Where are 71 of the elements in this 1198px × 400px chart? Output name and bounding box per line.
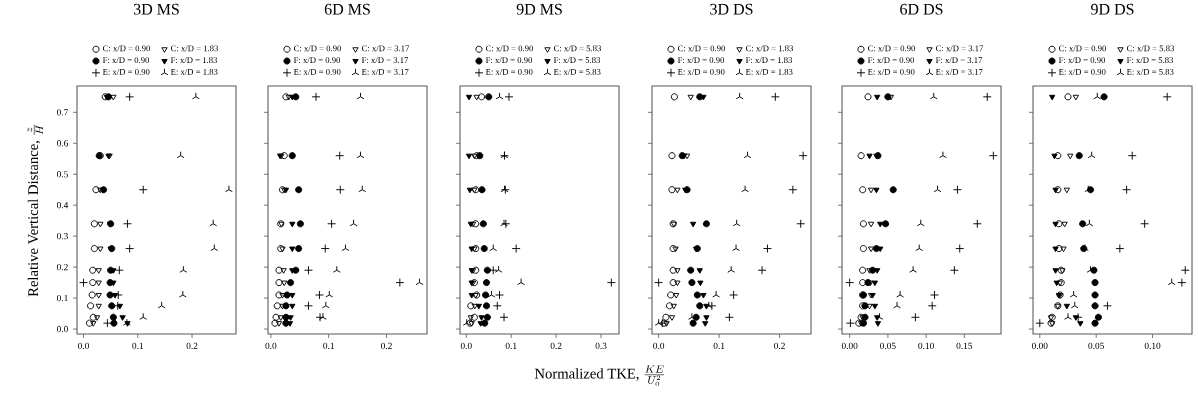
x-tick-label: 0.2 <box>186 342 198 350</box>
legend-label: C: x/D = 0.90 <box>867 45 916 52</box>
legend-label: F: x/D = 0.90 <box>102 57 150 64</box>
x-axis-title: $\text{Normalized TKE, }\frac{KE}{U_0^2}$ <box>534 365 664 387</box>
x-tick-label: 0.2 <box>550 342 562 350</box>
legend-label: C: x/D = 5.83 <box>553 45 602 52</box>
legend-label: F: x/D = 5.83 <box>1126 57 1174 64</box>
chart-title: 9D MS <box>516 3 562 15</box>
legend-label: C: x/D = 3.17 <box>361 45 410 52</box>
legend-label: E: x/D = 0.90 <box>293 68 341 75</box>
y-tick-label: 0.7 <box>56 109 69 116</box>
legend-label: C: x/D = 0.90 <box>102 45 151 52</box>
legend-label: F: x/D = 1.83 <box>170 57 218 64</box>
y-tick-label: 0.6 <box>56 140 69 147</box>
x-tick-label: 0.10 <box>918 342 934 350</box>
legend-label: F: x/D = 0.90 <box>293 57 341 64</box>
x-tick-label: 0.1 <box>713 342 725 350</box>
x-tick-label: 0.10 <box>1144 342 1161 350</box>
legend-label: E: x/D = 1.83 <box>170 68 218 75</box>
chart-title: 6D MS <box>324 3 370 15</box>
x-tick-label: 0.0 <box>265 342 277 350</box>
legend-label: C: x/D = 0.90 <box>293 45 342 52</box>
legend-label: F: x/D = 0.90 <box>677 57 725 64</box>
x-tick-label: 0.0 <box>460 342 472 350</box>
chart-title: 9D DS <box>1091 3 1134 15</box>
legend-label: E: x/D = 0.90 <box>102 68 150 75</box>
x-tick-label: 0.2 <box>774 342 785 350</box>
legend-label: C: x/D = 1.83 <box>745 45 794 52</box>
legend-label: C: x/D = 0.90 <box>1058 45 1107 52</box>
x-tick-label: 0.00 <box>1031 342 1048 350</box>
legend-label: F: x/D = 0.90 <box>1058 57 1106 64</box>
y-tick-label: 0.5 <box>56 171 68 178</box>
legend-label: F: x/D = 0.90 <box>485 57 533 64</box>
x-tick-label: 0.3 <box>595 342 607 350</box>
y-tick-label: 0.2 <box>56 263 68 271</box>
legend-label: E: x/D = 0.90 <box>677 68 725 75</box>
legend-label: C: x/D = 3.17 <box>935 45 984 52</box>
legend-label: E: x/D = 0.90 <box>485 68 533 75</box>
x-tick-label: 0.0 <box>78 342 89 350</box>
legend-label: E: x/D = 3.17 <box>935 68 983 75</box>
legend-label: F: x/D = 3.17 <box>935 57 983 64</box>
legend-label: E: x/D = 3.17 <box>361 68 409 75</box>
legend-label: F: x/D = 1.83 <box>745 57 793 64</box>
x-tick-label: 0.1 <box>132 342 144 350</box>
legend-label: E: x/D = 5.83 <box>1126 68 1174 75</box>
legend-label: C: x/D = 5.83 <box>1126 45 1175 52</box>
chart-title: 3D MS <box>133 3 179 15</box>
x-tick-label: 0.0 <box>653 342 665 350</box>
legend-label: E: x/D = 5.83 <box>553 68 601 75</box>
y-tick-label: 0.1 <box>56 294 68 302</box>
x-tick-label: 0.05 <box>880 342 896 350</box>
y-axis-title: $\text{Relative Vertical Distance, }\frac{z}{H}$ <box>27 124 43 297</box>
legend-label: C: x/D = 0.90 <box>677 45 726 52</box>
x-tick-label: 0.1 <box>323 342 334 350</box>
y-tick-label: 0.3 <box>56 232 68 240</box>
legend-label: E: x/D = 0.90 <box>867 68 915 75</box>
y-tick-label: 0.0 <box>56 325 68 333</box>
legend-label: C: x/D = 0.90 <box>485 45 534 52</box>
legend-label: E: x/D = 0.90 <box>1058 68 1106 75</box>
x-tick-label: 0.00 <box>841 342 858 350</box>
legend-label: C: x/D = 1.83 <box>170 45 219 52</box>
chart-title: 6D DS <box>900 3 943 15</box>
legend-label: F: x/D = 0.90 <box>867 57 915 64</box>
chart-title: 3D DS <box>710 3 753 15</box>
x-tick-label: 0.15 <box>956 342 973 350</box>
x-tick-label: 0.1 <box>505 342 517 350</box>
x-tick-label: 0.05 <box>1088 342 1104 350</box>
x-tick-label: 0.2 <box>381 342 392 350</box>
y-tick-label: 0.4 <box>56 202 69 209</box>
legend-label: E: x/D = 1.83 <box>745 68 793 75</box>
legend-label: F: x/D = 5.83 <box>553 57 601 64</box>
